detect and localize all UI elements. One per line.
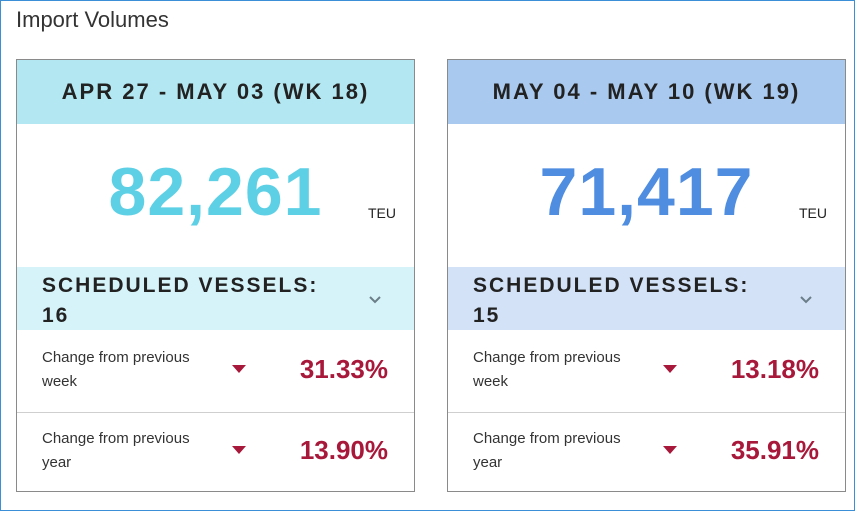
change-row-week: Change from previous week 31.33%: [17, 332, 414, 412]
change-value: 31.33%: [299, 354, 388, 384]
change-label: Change from previous week: [42, 349, 190, 390]
chevron-down-icon[interactable]: [368, 293, 382, 307]
scheduled-vessels-count: 15: [473, 304, 501, 327]
page-title: Import Volumes: [16, 7, 169, 32]
triangle-down-icon: [232, 365, 246, 373]
change-label: Change from previous year: [42, 430, 190, 471]
scheduled-vessels-toggle[interactable]: SCHEDULED VESSELS: 15: [448, 267, 845, 330]
triangle-down-icon: [663, 446, 677, 454]
chevron-down-icon[interactable]: [799, 293, 813, 307]
week-range-header: APR 27 - MAY 03 (WK 18): [17, 60, 414, 124]
change-row-week: Change from previous week 13.18%: [448, 332, 845, 412]
teu-volume: 71,417: [539, 154, 754, 230]
change-row-year: Change from previous year 35.91%: [448, 412, 845, 491]
change-value: 35.91%: [730, 435, 819, 465]
scheduled-vessels-label: SCHEDULED VESSELS:: [473, 274, 750, 297]
change-value: 13.90%: [299, 435, 388, 465]
week-card-1: APR 27 - MAY 03 (WK 18) 82,261 TEU SCHED…: [16, 59, 415, 492]
week-range-header: MAY 04 - MAY 10 (WK 19): [448, 60, 845, 124]
scheduled-vessels-count: 16: [42, 304, 70, 327]
triangle-down-icon: [232, 446, 246, 454]
teu-unit: TEU: [368, 205, 396, 221]
change-value: 13.18%: [730, 354, 819, 384]
change-row-year: Change from previous year 13.90%: [17, 412, 414, 491]
week-card-2: MAY 04 - MAY 10 (WK 19) 71,417 TEU SCHED…: [447, 59, 846, 492]
triangle-down-icon: [663, 365, 677, 373]
scheduled-vessels-label: SCHEDULED VESSELS:: [42, 274, 319, 297]
scheduled-vessels-toggle[interactable]: SCHEDULED VESSELS: 16: [17, 267, 414, 330]
teu-volume: 82,261: [108, 154, 323, 230]
change-label: Change from previous year: [473, 430, 621, 471]
change-label: Change from previous week: [473, 349, 621, 390]
teu-unit: TEU: [799, 205, 827, 221]
